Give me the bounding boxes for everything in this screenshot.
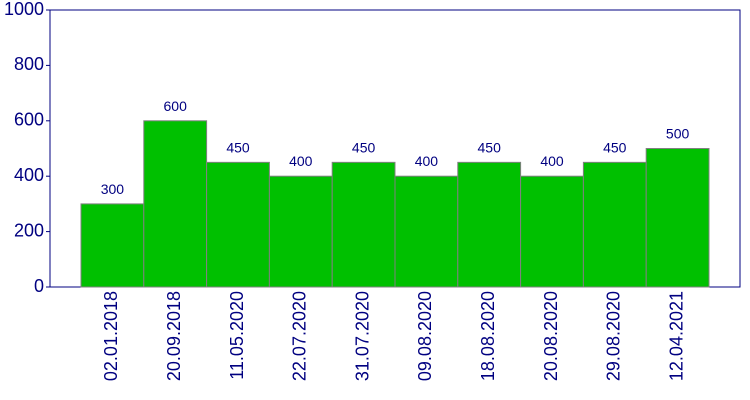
y-tick-label: 200 bbox=[14, 220, 44, 240]
value-label: 450 bbox=[352, 139, 376, 155]
bar bbox=[645, 148, 710, 288]
value-label: 450 bbox=[226, 139, 250, 155]
y-tick-label: 400 bbox=[14, 165, 44, 185]
value-label: 450 bbox=[603, 139, 627, 155]
x-tick-label: 22.07.2020 bbox=[290, 291, 310, 381]
x-tick-label: 02.01.2018 bbox=[101, 291, 121, 381]
bar bbox=[394, 175, 459, 288]
bar bbox=[457, 161, 522, 288]
value-label: 600 bbox=[164, 98, 188, 114]
value-label: 300 bbox=[101, 181, 125, 197]
bar bbox=[582, 161, 647, 288]
bar bbox=[331, 161, 396, 288]
value-label: 450 bbox=[478, 139, 502, 155]
value-label: 400 bbox=[289, 153, 313, 169]
value-label: 500 bbox=[666, 126, 690, 142]
y-tick-label: 0 bbox=[34, 276, 44, 296]
x-tick-label: 11.05.2020 bbox=[227, 291, 247, 380]
bar bbox=[268, 175, 333, 288]
x-tick-label: 29.08.2020 bbox=[604, 291, 624, 381]
x-tick-label: 12.04.2021 bbox=[666, 291, 686, 381]
x-tick-label: 18.08.2020 bbox=[478, 291, 498, 381]
x-tick-label: 20.09.2018 bbox=[164, 291, 184, 381]
y-tick-label: 1000 bbox=[4, 0, 44, 19]
bar bbox=[520, 175, 584, 288]
y-tick-label: 800 bbox=[14, 54, 44, 74]
x-tick-label: 20.08.2020 bbox=[541, 291, 561, 381]
bar bbox=[143, 120, 208, 288]
y-tick-label: 600 bbox=[14, 110, 44, 130]
value-label: 400 bbox=[415, 153, 439, 169]
bar bbox=[206, 161, 270, 288]
value-label: 400 bbox=[540, 153, 564, 169]
bar bbox=[80, 203, 145, 288]
x-tick-label: 31.07.2020 bbox=[352, 291, 372, 381]
x-tick-label: 09.08.2020 bbox=[415, 291, 435, 381]
